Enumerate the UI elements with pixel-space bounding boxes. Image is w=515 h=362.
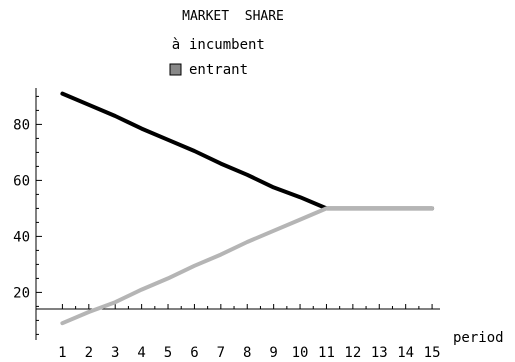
legend-item-incumbent: à incumbent: [172, 37, 265, 53]
x-tick-label: 6: [190, 345, 198, 361]
series-layer: [60, 91, 435, 326]
x-tick-label: 3: [111, 345, 119, 361]
series-line-incumbent: [60, 91, 435, 211]
legend-label-entrant: entrant: [189, 62, 248, 78]
x-tick-label: 12: [344, 345, 361, 361]
x-tick-label: 11: [318, 345, 335, 361]
legend-label-incumbent: incumbent: [189, 37, 265, 53]
legend-item-entrant: entrant: [169, 62, 248, 78]
legend-marker-incumbent: à: [172, 37, 180, 53]
x-tick-label: 7: [217, 345, 225, 361]
legend: à incumbent entrant: [169, 37, 265, 78]
y-tick-label: 40: [13, 229, 30, 245]
x-tick-label: 5: [164, 345, 172, 361]
x-tick-label: 13: [371, 345, 388, 361]
x-tick-label: 2: [85, 345, 93, 361]
x-tick-label: 1: [58, 345, 66, 361]
x-axis-label: period: [453, 330, 504, 346]
series-line-entrant: [60, 206, 435, 326]
x-tick-label: 10: [292, 345, 309, 361]
x-tick-label: 8: [243, 345, 251, 361]
y-tick-label: 20: [13, 285, 30, 301]
x-tick-label: 9: [269, 345, 277, 361]
chart-title: MARKET SHARE: [182, 9, 284, 24]
x-tick-label: 4: [137, 345, 145, 361]
x-tick-label: 15: [424, 345, 441, 361]
legend-swatch-entrant: [169, 63, 182, 76]
x-tick-label: 14: [397, 345, 414, 361]
y-tick-label: 60: [13, 173, 30, 189]
y-tick-label: 80: [13, 117, 30, 133]
